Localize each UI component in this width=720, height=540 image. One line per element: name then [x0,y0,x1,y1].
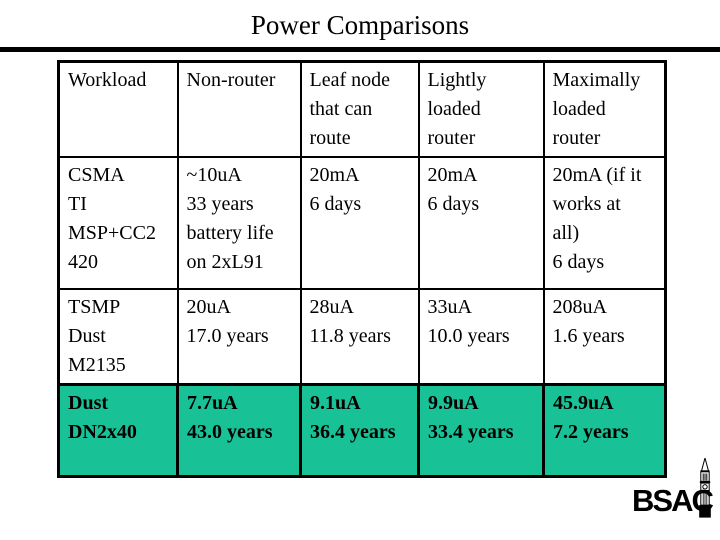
cell-leaf-node: 20mA 6 days [299,156,420,290]
cell-non-router: 7.7uA 43.0 years [176,383,302,478]
cell-maximally-loaded: 20mA (if it works at all) 6 days [542,156,667,290]
bsac-logo: BSAC [630,458,718,520]
title-underline-rule [0,47,720,52]
column-header-non-router: Non-router [176,60,302,158]
cell-non-router: 20uA 17.0 years [176,288,302,386]
column-header-maximally-loaded: Maximally loaded router [542,60,667,158]
table-header-row: Workload Non-router Leaf node that can r… [57,60,667,158]
table-row-csma: CSMA TI MSP+CC2 420 ~10uA 33 years batte… [57,156,667,290]
cell-lightly-loaded: 20mA 6 days [417,156,545,290]
table-row-dust-dn2x40-highlighted: Dust DN2x40 7.7uA 43.0 years 9.1uA 36.4 … [57,383,667,478]
column-header-leaf-node: Leaf node that can route [299,60,420,158]
cell-maximally-loaded: 208uA 1.6 years [542,288,667,386]
cell-leaf-node: 28uA 11.8 years [299,288,420,386]
page-title: Power Comparisons [250,10,470,40]
cell-workload: TSMP Dust M2135 [57,288,179,386]
cell-non-router: ~10uA 33 years battery life on 2xL91 [176,156,302,290]
cell-leaf-node: 9.1uA 36.4 years [299,383,420,478]
power-comparison-table: Workload Non-router Leaf node that can r… [57,60,667,478]
cell-lightly-loaded: 33uA 10.0 years [417,288,545,386]
cell-maximally-loaded: 45.9uA 7.2 years [542,383,667,478]
cell-workload: CSMA TI MSP+CC2 420 [57,156,179,290]
cell-lightly-loaded: 9.9uA 33.4 years [417,383,545,478]
cell-workload: Dust DN2x40 [57,383,179,478]
column-header-lightly-loaded: Lightly loaded router [417,60,545,158]
campanile-tower-icon [699,458,711,518]
column-header-workload: Workload [57,60,179,158]
table-row-tsmp: TSMP Dust M2135 20uA 17.0 years 28uA 11.… [57,288,667,386]
